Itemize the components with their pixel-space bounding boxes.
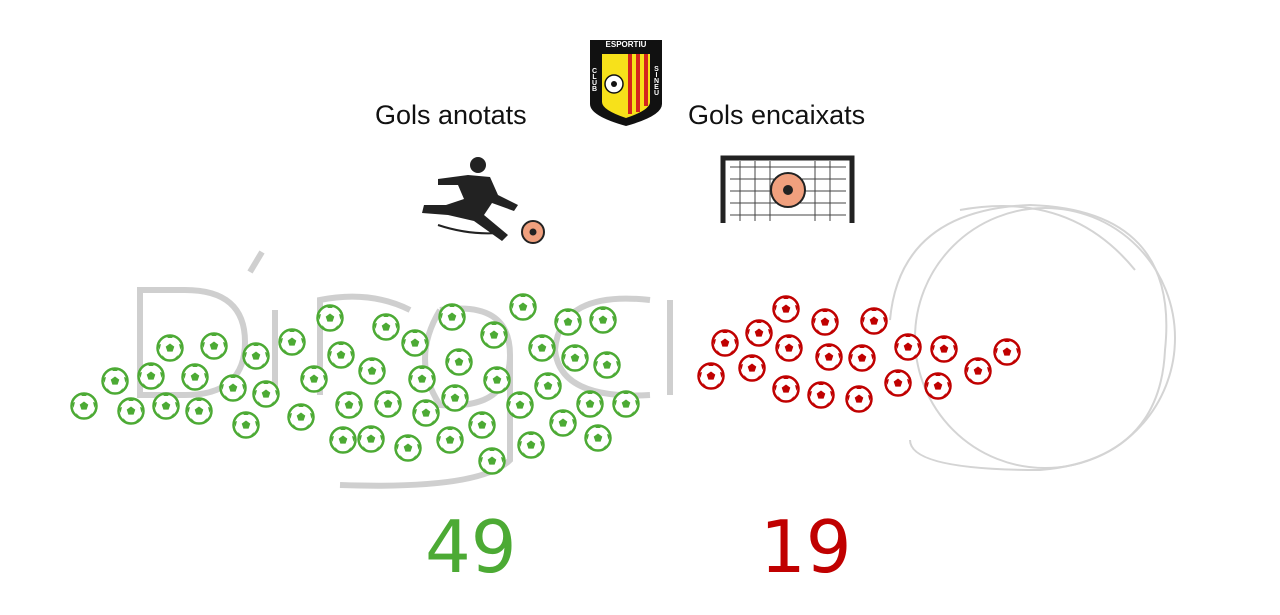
soccer-ball-icon — [357, 425, 385, 453]
soccer-ball-icon — [534, 372, 562, 400]
goals-conceded-count: 19 — [760, 505, 852, 589]
club-crest-logo: ESPORTIU CLUB SINEU — [588, 38, 664, 128]
soccer-ball-icon — [374, 390, 402, 418]
soccer-ball-icon — [394, 434, 422, 462]
soccer-ball-icon — [408, 365, 436, 393]
soccer-ball-icon — [509, 293, 537, 321]
soccer-ball-icon — [372, 313, 400, 341]
goals-conceded-label: Gols encaixats — [688, 100, 866, 130]
soccer-ball-icon — [436, 426, 464, 454]
soccer-ball-icon — [327, 341, 355, 369]
soccer-ball-icon — [860, 307, 888, 335]
soccer-ball-icon — [506, 391, 534, 419]
soccer-ball-icon — [156, 334, 184, 362]
soccer-ball-icon — [738, 354, 766, 382]
crest-name-left: CLUB — [591, 68, 598, 92]
soccer-ball-icon — [185, 397, 213, 425]
soccer-ball-icon — [252, 380, 280, 408]
soccer-ball-icon — [711, 329, 739, 357]
soccer-ball-icon — [697, 362, 725, 390]
soccer-ball-icon — [815, 343, 843, 371]
soccer-ball-icon — [329, 426, 357, 454]
soccer-ball-icon — [924, 372, 952, 400]
soccer-ball-icon — [287, 403, 315, 431]
soccer-ball-icon — [517, 431, 545, 459]
soccer-ball-icon — [845, 385, 873, 413]
soccer-ball-icon — [584, 424, 612, 452]
soccer-ball-icon — [316, 304, 344, 332]
soccer-ball-icon — [232, 411, 260, 439]
soccer-ball-icon — [775, 334, 803, 362]
soccer-ball-icon — [219, 374, 247, 402]
soccer-ball-icon — [772, 375, 800, 403]
soccer-ball-icon — [335, 391, 363, 419]
soccer-ball-icon — [200, 332, 228, 360]
soccer-ball-icon — [964, 357, 992, 385]
soccer-ball-icon — [576, 390, 604, 418]
soccer-ball-icon — [848, 344, 876, 372]
soccer-ball-icon — [358, 357, 386, 385]
soccer-ball-icon — [278, 328, 306, 356]
soccer-ball-icon — [401, 329, 429, 357]
soccer-ball-icon — [445, 348, 473, 376]
soccer-ball-icon — [70, 392, 98, 420]
soccer-ball-icon — [884, 369, 912, 397]
soccer-ball-icon — [300, 365, 328, 393]
goals-scored-label: Gols anotats — [375, 100, 527, 130]
crest-name-top: ESPORTIU — [605, 40, 647, 49]
soccer-ball-icon — [152, 392, 180, 420]
soccer-ball-icon — [242, 342, 270, 370]
soccer-ball-icon — [993, 338, 1021, 366]
soccer-ball-icon — [412, 399, 440, 427]
crest-name-right: SINEU — [653, 66, 660, 96]
soccer-ball-icon — [554, 308, 582, 336]
soccer-ball-icon — [745, 319, 773, 347]
soccer-ball-icon — [561, 344, 589, 372]
soccer-ball-icon — [438, 303, 466, 331]
soccer-ball-icon — [483, 366, 511, 394]
soccer-ball-icon — [478, 447, 506, 475]
soccer-ball-icon — [593, 351, 621, 379]
soccer-ball-icon — [528, 334, 556, 362]
soccer-ball-icon — [612, 390, 640, 418]
soccer-ball-icon — [811, 308, 839, 336]
soccer-ball-icon — [441, 384, 469, 412]
soccer-ball-icon — [589, 306, 617, 334]
soccer-ball-icon — [807, 381, 835, 409]
soccer-ball-icon — [930, 335, 958, 363]
soccer-ball-icon — [894, 333, 922, 361]
soccer-ball-icon — [772, 295, 800, 323]
kicking-player-icon — [418, 155, 548, 255]
goals-scored-count: 49 — [425, 505, 517, 589]
soccer-ball-icon — [480, 321, 508, 349]
soccer-ball-icon — [181, 363, 209, 391]
soccer-ball-icon — [468, 411, 496, 439]
ball-in-goal-icon — [720, 155, 855, 230]
soccer-ball-icon — [137, 362, 165, 390]
soccer-ball-icon — [101, 367, 129, 395]
soccer-ball-icon — [117, 397, 145, 425]
soccer-ball-icon — [549, 409, 577, 437]
